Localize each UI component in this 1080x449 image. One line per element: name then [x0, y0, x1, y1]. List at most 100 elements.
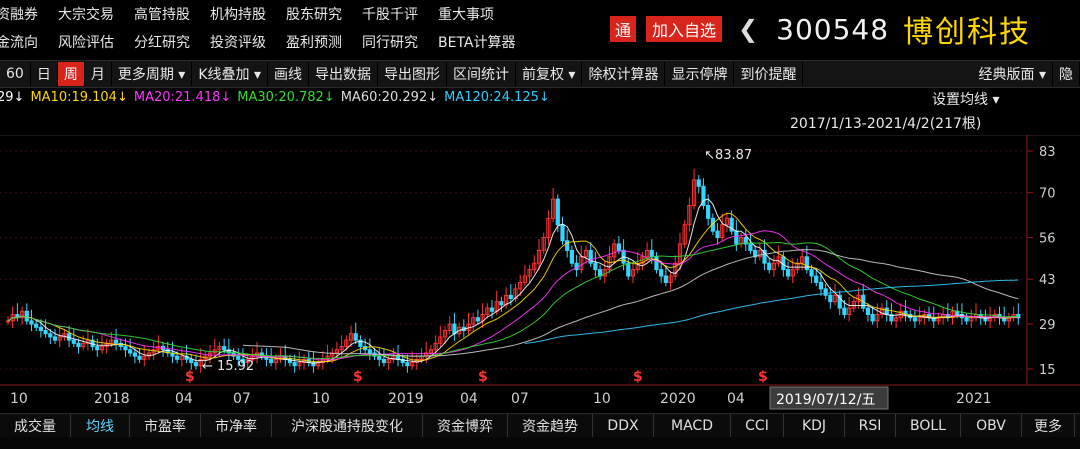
indicator-tab[interactable]: RSI — [845, 414, 896, 438]
x-tick-label: 2018 — [94, 391, 130, 407]
indicator-tab[interactable]: 市盈率 — [130, 414, 201, 438]
candle-body — [522, 275, 527, 283]
indicator-tab[interactable]: 市净率 — [201, 414, 272, 438]
y-tick-label: 56 — [1039, 232, 1056, 247]
candle-body — [715, 230, 720, 239]
toolbar-item[interactable]: K线叠加 ▾ — [192, 62, 268, 86]
toolbar-item[interactable]: 月 — [85, 62, 112, 86]
candlestick-chart[interactable]: 83 70 56 43 29 15 ↖83.87 ← 15.92 $ $ $ $ $10 2018 04 07… — [0, 135, 1080, 410]
candle-body — [189, 358, 194, 364]
candle-body — [137, 355, 142, 360]
toolbar-item[interactable]: 导出数据 — [309, 62, 378, 86]
candle-body — [85, 339, 90, 344]
indicator-tab[interactable]: BOLL — [896, 414, 961, 438]
nav-item[interactable]: 分红研究 — [134, 35, 190, 51]
toolbar-item[interactable]: 日 — [31, 62, 58, 86]
nav-item[interactable]: 千股千评 — [362, 7, 418, 23]
candle-body — [405, 362, 410, 367]
candle-body — [132, 352, 137, 357]
nav-item[interactable]: 大宗交易 — [58, 7, 114, 23]
candle-body — [757, 249, 762, 258]
nav-item[interactable]: 金流向 — [0, 35, 38, 51]
candle-body — [344, 339, 349, 348]
indicator-tab[interactable]: OBV — [961, 414, 1022, 438]
candle-body — [569, 249, 574, 264]
nav-row-1: 资融券 大宗交易 高管持股 机构持股 股东研究 千股千评 重大事项 — [0, 0, 566, 28]
low-price-label: ← 15.92 — [202, 359, 254, 374]
indicator-tab[interactable]: CCI — [731, 414, 784, 438]
indicator-tab[interactable]: MACD — [654, 414, 731, 438]
candle-body — [546, 217, 551, 239]
toolbar-item[interactable]: 显示停牌 — [665, 62, 735, 86]
toolbar-right-item[interactable]: 隐 — [1053, 62, 1080, 86]
candle-body — [593, 262, 598, 271]
ma-legend: 29↓ MA10:19.104↓ MA20:21.418↓ MA30:20.782↓ M… — [0, 87, 556, 107]
candle-body — [348, 333, 354, 341]
indicator-tab[interactable]: DDX — [593, 414, 654, 438]
nav-item[interactable]: 机构持股 — [210, 7, 266, 23]
chevron-left-icon[interactable]: ❮ — [738, 15, 759, 43]
indicator-tab[interactable]: KDJ — [784, 414, 845, 438]
nav-item[interactable]: 同行研究 — [362, 35, 418, 51]
nav-item[interactable]: 重大事项 — [438, 7, 494, 23]
candle-body — [353, 333, 358, 341]
nav-item[interactable]: 资融券 — [0, 7, 38, 23]
toolbar-item[interactable]: 60 — [0, 62, 31, 86]
top-navigation: 资融券 大宗交易 高管持股 机构持股 股东研究 千股千评 重大事项 金流向 风险评估 分红研究 投… — [0, 0, 566, 58]
x-tick-label: 10 — [593, 391, 611, 407]
candle-body — [217, 346, 222, 351]
ma-value: MA20:21.418↓ — [133, 89, 232, 105]
candle-body — [875, 313, 880, 322]
nav-item[interactable]: 风险评估 — [58, 35, 114, 51]
candle-body — [99, 346, 105, 351]
nav-item[interactable]: 股东研究 — [286, 7, 342, 23]
candle-body — [588, 249, 593, 264]
candle-body — [269, 358, 274, 364]
dividend-marker-icon: $ — [633, 369, 643, 385]
toolbar-item[interactable]: 区间统计 — [447, 62, 516, 86]
ma10-line — [7, 212, 1019, 363]
candle-body — [527, 269, 532, 277]
indicator-tab[interactable]: 成交量 — [0, 414, 71, 438]
nav-item[interactable]: BETA计算器 — [438, 35, 516, 51]
nav-item[interactable]: 高管持股 — [134, 7, 190, 23]
candle-body — [128, 349, 133, 354]
indicator-tab[interactable]: 均线 — [71, 414, 130, 438]
toolbar-item[interactable]: 到价提醒 — [734, 62, 804, 86]
ma60-line — [242, 249, 1019, 357]
candle-body — [226, 349, 231, 354]
toolbar-item[interactable]: 导出图形 — [378, 62, 447, 86]
nav-item[interactable]: 盈利预测 — [286, 35, 342, 51]
y-tick-label: 70 — [1039, 187, 1056, 202]
x-tick-label: 10 — [312, 391, 330, 407]
candle-body — [800, 256, 805, 264]
y-tick-label: 15 — [1039, 363, 1056, 378]
indicator-tab[interactable]: 资金博弈 — [423, 414, 508, 438]
candle-body — [663, 275, 668, 283]
candle-body — [43, 330, 48, 335]
toolbar-item[interactable]: 周 — [57, 62, 85, 86]
indicator-tab[interactable]: 资金趋势 — [508, 414, 593, 438]
chart-toolbar: 60 日周月更多周期 ▾ K线叠加 ▾ 画线 导出数据 导出图形 区间统计 前复权 ▾ 除权计算… — [0, 60, 1080, 88]
y-tick-label: 43 — [1039, 273, 1056, 288]
candle-body — [879, 307, 885, 315]
tong-button[interactable]: 通 — [610, 16, 636, 42]
add-to-watchlist-button[interactable]: 加入自选 — [646, 16, 723, 42]
scroll-strip[interactable] — [0, 437, 1080, 449]
candle-body — [414, 358, 419, 364]
toolbar-item[interactable]: 前复权 ▾ — [516, 62, 583, 86]
toolbar-item[interactable]: 画线 — [268, 62, 309, 86]
ma5-line — [7, 198, 1019, 364]
toolbar-item[interactable]: 更多周期 ▾ — [112, 62, 193, 86]
set-ma-button[interactable]: 设置均线 ▾ — [932, 92, 1000, 108]
indicator-tab[interactable]: 更多 — [1022, 414, 1075, 438]
toolbar-right-item[interactable]: 经典版面 ▾ — [973, 62, 1053, 86]
candle-body — [541, 237, 546, 251]
candle-body — [367, 349, 372, 354]
candle-body — [504, 294, 509, 306]
toolbar-item[interactable]: 除权计算器 — [582, 62, 666, 86]
nav-item[interactable]: 投资评级 — [210, 35, 266, 51]
x-tick-label: 10 — [10, 391, 28, 407]
candle-body — [785, 269, 791, 277]
indicator-tab[interactable]: 沪深股通持股变化 — [272, 414, 423, 438]
